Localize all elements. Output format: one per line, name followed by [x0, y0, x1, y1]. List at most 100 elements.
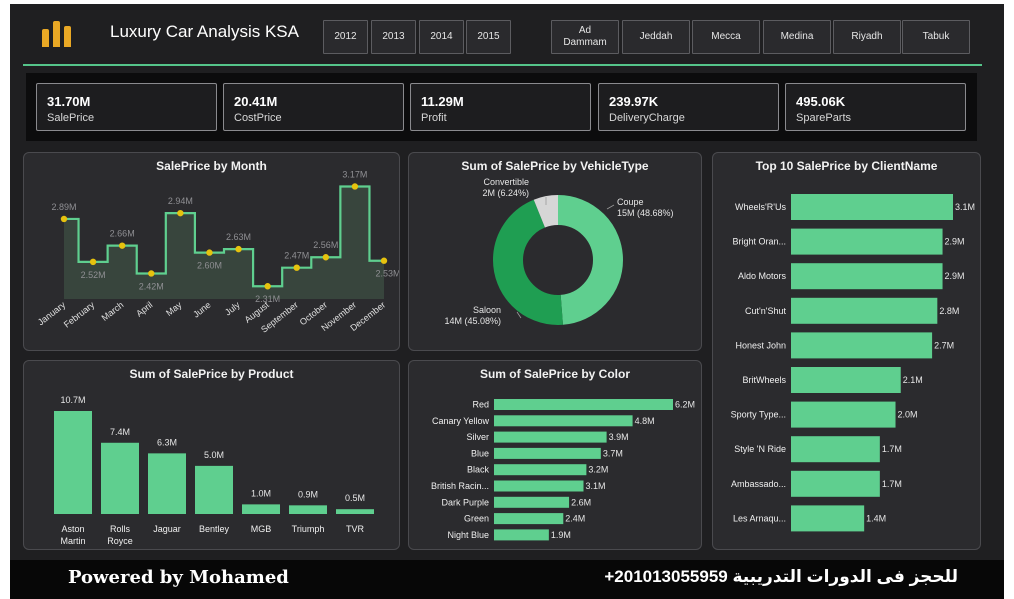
- city-button-jeddah[interactable]: Jeddah: [622, 20, 690, 54]
- data-label: 2.4M: [565, 514, 585, 524]
- line-area-fill: [64, 186, 384, 299]
- year-button-2015[interactable]: 2015: [466, 20, 511, 54]
- bar: [195, 465, 233, 514]
- bar: [494, 496, 570, 508]
- data-point: [118, 242, 126, 249]
- panel-saleprice-by-month: SalePrice by Month 2.89M 2.52M 2.66M 2.42M 2…: [23, 152, 400, 351]
- kpi-value: 11.29M: [421, 94, 464, 109]
- bar: [791, 228, 943, 255]
- panel-saleprice-by-product: Sum of SalePrice by Product 10.7M Aston Ma…: [23, 360, 400, 550]
- header-divider: [23, 64, 982, 66]
- data-label: 7.4M: [110, 427, 130, 437]
- bar: [791, 263, 943, 290]
- footer-contact: للحجز فى الدورات التدريبية 201013055959+: [604, 567, 958, 586]
- data-point: [235, 245, 242, 253]
- data-point: [322, 254, 330, 261]
- y-tick-label: Red: [472, 400, 489, 410]
- data-label: 2.9M: [945, 237, 965, 247]
- y-tick-label: Style 'N Ride: [734, 444, 786, 454]
- kpi-card-spareparts[interactable]: 495.06K SpareParts: [785, 83, 966, 131]
- chart-title: Sum of SalePrice by Color: [479, 367, 631, 381]
- data-label: 6.2M: [675, 400, 695, 410]
- panel-top10-clients: Top 10 SalePrice by ClientName Wheels'R'…: [712, 152, 981, 550]
- year-button-2013[interactable]: 2013: [371, 20, 416, 54]
- data-label: 2.63M: [226, 232, 251, 242]
- year-button-2014[interactable]: 2014: [419, 20, 464, 54]
- color-bar-chart: Red 6.2M Canary Yellow 4.8M Silver 3.9M Blue 3.…: [431, 399, 695, 541]
- data-label: 2.89M: [51, 202, 76, 212]
- data-label: 2.0M: [898, 410, 918, 420]
- data-label: 2.9M: [945, 271, 965, 281]
- product-bar-chart: 10.7M Aston Martin 7.4M Rolls Royce 6.3M Jaguar…: [54, 395, 374, 546]
- kpi-value: 239.97K: [609, 94, 659, 109]
- slice-name: Saloon: [473, 305, 501, 315]
- x-tick-label: Jaguar: [153, 524, 181, 534]
- kpi-label: DeliveryCharge: [609, 112, 685, 124]
- bar: [494, 480, 584, 492]
- y-tick-label: Ambassado...: [731, 479, 786, 489]
- city-button-riyadh[interactable]: Riyadh: [833, 20, 901, 54]
- x-tick-label: Rolls: [110, 524, 131, 534]
- chart-title: Top 10 SalePrice by ClientName: [755, 159, 938, 173]
- bar: [494, 513, 564, 525]
- bar: [791, 470, 880, 497]
- x-tick-label: May: [164, 299, 184, 318]
- kpi-label: CostPrice: [234, 112, 282, 124]
- data-label: 1.0M: [251, 488, 271, 498]
- data-point: [89, 258, 97, 266]
- data-label: 10.7M: [60, 395, 85, 405]
- city-button-medina[interactable]: Medina: [763, 20, 831, 54]
- data-label: 2.94M: [168, 196, 193, 206]
- bar: [289, 505, 327, 514]
- dashboard-title: Luxury Car Analysis KSA: [110, 22, 299, 41]
- x-tick-label: June: [191, 300, 213, 320]
- kpi-card-profit[interactable]: 11.29M Profit: [410, 83, 591, 131]
- bar: [791, 332, 933, 359]
- x-tick-label: MGB: [251, 524, 272, 534]
- data-label: 3.9M: [609, 432, 629, 442]
- y-tick-label: Bright Oran...: [732, 237, 786, 247]
- kpi-label: SalePrice: [47, 112, 95, 124]
- data-label: 0.5M: [345, 493, 365, 503]
- city-button-tabuk[interactable]: Tabuk: [902, 20, 970, 54]
- y-tick-label: Green: [464, 514, 489, 524]
- kpi-card-saleprice[interactable]: 31.70M SalePrice: [36, 83, 217, 131]
- chart-title: Sum of SalePrice by Product: [129, 367, 294, 381]
- slice-name: Coupe: [617, 197, 644, 207]
- y-tick-label: British Racin...: [431, 481, 489, 491]
- year-button-2012[interactable]: 2012: [323, 20, 368, 54]
- data-label: 2.52M: [81, 270, 106, 280]
- bar: [494, 415, 633, 427]
- data-label: 1.9M: [551, 530, 571, 540]
- slice-value-label: 2M (6.24%): [482, 188, 529, 198]
- bar: [494, 447, 601, 459]
- x-tick-label: Royce: [107, 536, 133, 546]
- data-label: 2.6M: [571, 497, 591, 507]
- data-point: [380, 257, 388, 264]
- data-label: 3.1M: [955, 202, 975, 212]
- bar: [791, 401, 896, 428]
- x-tick-label: March: [100, 300, 126, 323]
- kpi-value: 31.70M: [47, 94, 91, 109]
- city-button-ad-dammam[interactable]: Ad Dammam: [551, 20, 619, 54]
- x-tick-label: February: [62, 299, 97, 329]
- city-button-mecca[interactable]: Mecca: [692, 20, 760, 54]
- slice-value-label: 15M (48.68%): [617, 208, 674, 218]
- data-point: [264, 283, 271, 290]
- y-tick-label: Dark Purple: [441, 497, 489, 507]
- data-label: 1.7M: [882, 444, 902, 454]
- kpi-label: Profit: [421, 112, 447, 124]
- data-point: [351, 183, 359, 190]
- bar: [494, 399, 673, 410]
- kpi-card-deliverycharge[interactable]: 239.97K DeliveryCharge: [598, 83, 779, 131]
- data-label: 5.0M: [204, 450, 224, 460]
- x-tick-label: April: [134, 300, 154, 319]
- data-label: 0.9M: [298, 489, 318, 499]
- kpi-card-costprice[interactable]: 20.41M CostPrice: [223, 83, 404, 131]
- clients-bar-chart: Wheels'R'Us 3.1M Bright Oran... 2.9M Aldo Mo…: [731, 194, 975, 532]
- y-tick-label: BritWheels: [742, 375, 786, 385]
- data-label: 2.60M: [197, 261, 222, 271]
- chart-title: Sum of SalePrice by VehicleType: [461, 159, 649, 173]
- bar: [791, 367, 901, 393]
- y-tick-label: Cut'n'Shut: [745, 306, 786, 316]
